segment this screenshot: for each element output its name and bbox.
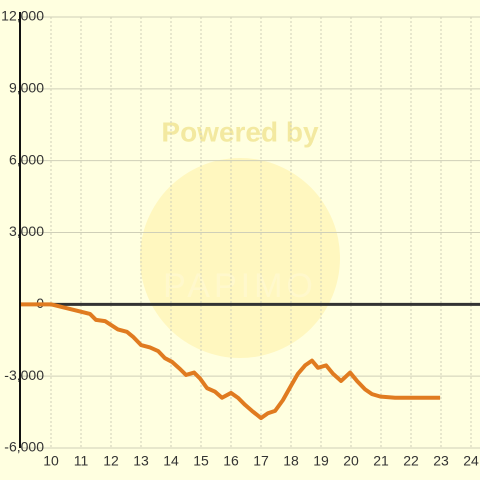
x-tick-label: 12 <box>103 453 119 469</box>
x-tick-label: 19 <box>313 453 329 469</box>
y-tick-label: -6,000 <box>4 439 44 455</box>
x-tick-label: 22 <box>403 453 419 469</box>
x-tick-label: 23 <box>433 453 449 469</box>
x-tick-label: 14 <box>163 453 179 469</box>
y-tick-label: 3,000 <box>9 223 44 239</box>
x-tick-label: 10 <box>43 453 59 469</box>
y-tick-label: -3,000 <box>4 367 44 383</box>
x-tick-label: 20 <box>343 453 359 469</box>
watermark: Powered by <box>161 116 319 147</box>
y-tick-label: 6,000 <box>9 151 44 167</box>
x-tick-label: 24 <box>463 453 479 469</box>
x-tick-label: 17 <box>253 453 269 469</box>
y-tick-label: 12,000 <box>1 8 44 24</box>
x-tick-label: 16 <box>223 453 239 469</box>
x-tick-label: 21 <box>373 453 389 469</box>
x-tick-label: 18 <box>283 453 299 469</box>
x-tick-label: 13 <box>133 453 149 469</box>
x-tick-label: 11 <box>74 453 89 469</box>
x-tick-label: 15 <box>193 453 209 469</box>
watermark: PAPIMO <box>163 267 317 305</box>
line-series <box>21 302 441 421</box>
watermark-logo <box>140 158 340 358</box>
y-tick-label: 9,000 <box>9 80 44 96</box>
